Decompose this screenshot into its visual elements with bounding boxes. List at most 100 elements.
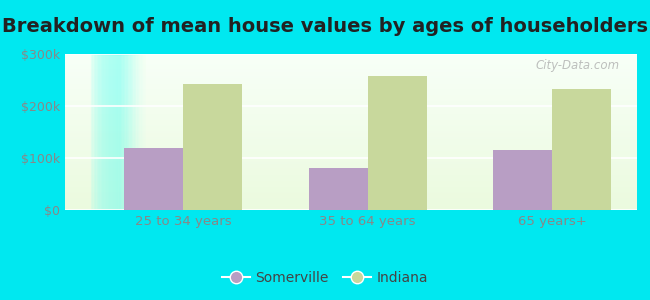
Bar bbox=[65, 76, 637, 77]
Bar bbox=[65, 149, 637, 151]
Bar bbox=[65, 93, 637, 94]
Bar bbox=[65, 190, 637, 191]
Bar bbox=[65, 205, 637, 207]
Bar bbox=[103, 54, 131, 210]
Bar bbox=[65, 67, 637, 68]
Bar bbox=[65, 168, 637, 170]
Bar bbox=[65, 62, 637, 63]
Bar bbox=[65, 113, 637, 115]
Bar bbox=[65, 146, 637, 148]
Bar bbox=[65, 73, 637, 74]
Bar bbox=[65, 71, 637, 73]
Text: Breakdown of mean house values by ages of householders: Breakdown of mean house values by ages o… bbox=[2, 17, 648, 37]
Bar bbox=[65, 124, 637, 126]
Bar bbox=[65, 202, 637, 204]
Bar bbox=[309, 168, 368, 210]
Bar bbox=[109, 54, 136, 210]
Bar bbox=[65, 65, 637, 67]
Bar bbox=[65, 204, 637, 205]
Bar bbox=[65, 176, 637, 177]
Bar bbox=[65, 129, 637, 130]
Bar bbox=[65, 143, 637, 145]
Bar bbox=[113, 54, 141, 210]
Legend: Somerville, Indiana: Somerville, Indiana bbox=[216, 265, 434, 290]
Bar bbox=[65, 188, 637, 190]
Bar bbox=[65, 187, 637, 188]
Bar bbox=[65, 104, 637, 106]
Bar bbox=[65, 92, 637, 93]
Bar bbox=[65, 115, 637, 116]
Bar bbox=[65, 56, 637, 57]
Bar bbox=[65, 155, 637, 157]
Bar bbox=[65, 194, 637, 196]
Bar bbox=[98, 54, 125, 210]
Bar bbox=[552, 89, 611, 210]
Bar bbox=[65, 148, 637, 149]
Bar bbox=[65, 141, 637, 143]
Bar bbox=[183, 84, 242, 210]
Bar bbox=[65, 174, 637, 176]
Bar bbox=[97, 54, 124, 210]
Bar bbox=[368, 76, 426, 210]
Bar bbox=[92, 54, 120, 210]
Text: City-Data.com: City-Data.com bbox=[536, 59, 620, 72]
Bar bbox=[65, 191, 637, 193]
Bar bbox=[65, 196, 637, 197]
Bar bbox=[65, 160, 637, 162]
Bar bbox=[65, 180, 637, 182]
Bar bbox=[105, 54, 133, 210]
Bar bbox=[65, 63, 637, 65]
Bar bbox=[65, 193, 637, 194]
Bar bbox=[117, 54, 145, 210]
Bar bbox=[65, 138, 637, 140]
Bar bbox=[65, 57, 637, 59]
Bar bbox=[65, 171, 637, 172]
Bar bbox=[65, 134, 637, 135]
Bar bbox=[65, 172, 637, 174]
Bar bbox=[65, 106, 637, 107]
Bar bbox=[65, 135, 637, 137]
Bar bbox=[94, 54, 122, 210]
Bar bbox=[65, 162, 637, 163]
Bar bbox=[114, 54, 142, 210]
Bar bbox=[65, 84, 637, 85]
Bar bbox=[65, 158, 637, 160]
Bar bbox=[65, 163, 637, 165]
Bar bbox=[65, 101, 637, 102]
Bar bbox=[65, 179, 637, 180]
Bar bbox=[65, 130, 637, 132]
Bar bbox=[65, 109, 637, 110]
Bar bbox=[65, 59, 637, 60]
Bar bbox=[65, 152, 637, 154]
Bar bbox=[65, 126, 637, 127]
Bar bbox=[65, 182, 637, 184]
Bar bbox=[116, 54, 144, 210]
Bar bbox=[65, 60, 637, 62]
Bar bbox=[65, 207, 637, 208]
Bar bbox=[65, 151, 637, 152]
Bar bbox=[65, 197, 637, 199]
Bar bbox=[65, 184, 637, 185]
Bar bbox=[101, 54, 128, 210]
Bar bbox=[65, 116, 637, 118]
Bar bbox=[124, 148, 183, 210]
Bar bbox=[102, 54, 130, 210]
Bar bbox=[65, 87, 637, 88]
Bar bbox=[111, 54, 138, 210]
Bar bbox=[493, 150, 552, 210]
Bar bbox=[65, 85, 637, 87]
Bar bbox=[95, 54, 123, 210]
Bar bbox=[108, 54, 135, 210]
Bar bbox=[65, 82, 637, 84]
Bar bbox=[65, 68, 637, 70]
Bar bbox=[65, 137, 637, 138]
Bar bbox=[65, 166, 637, 168]
Bar bbox=[65, 177, 637, 179]
Bar bbox=[65, 165, 637, 166]
Bar bbox=[65, 123, 637, 124]
Bar bbox=[65, 88, 637, 90]
Bar bbox=[65, 98, 637, 99]
Bar bbox=[106, 54, 134, 210]
Bar bbox=[65, 112, 637, 113]
Bar bbox=[65, 201, 637, 202]
